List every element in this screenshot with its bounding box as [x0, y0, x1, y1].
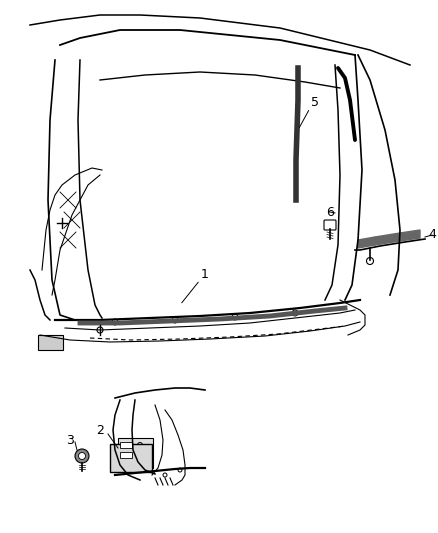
Circle shape [78, 453, 85, 459]
Text: 2: 2 [96, 424, 104, 437]
FancyBboxPatch shape [324, 220, 336, 230]
Text: 5: 5 [311, 96, 319, 109]
FancyBboxPatch shape [118, 438, 153, 468]
Circle shape [75, 449, 89, 463]
Bar [120, 452, 132, 458]
Polygon shape [375, 233, 400, 245]
Text: 1: 1 [201, 269, 209, 281]
Text: 4: 4 [428, 229, 436, 241]
Text: 6: 6 [326, 206, 334, 219]
Text: 3: 3 [66, 433, 74, 447]
Bar [110, 444, 152, 472]
Bar [120, 442, 132, 448]
Polygon shape [400, 230, 420, 241]
Bar [38, 335, 63, 350]
Polygon shape [358, 237, 375, 248]
